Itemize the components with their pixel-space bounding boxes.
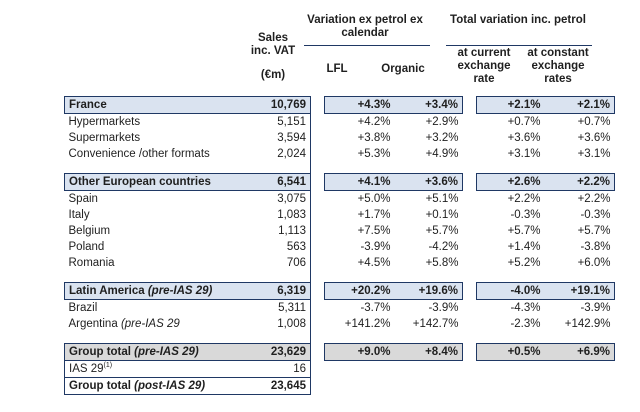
row-lfl: +4.3% bbox=[324, 96, 395, 114]
header-current-rate: at current exchange rate bbox=[457, 47, 511, 85]
row-sales: 16 bbox=[240, 360, 311, 378]
row-constant: +2.2% bbox=[544, 173, 615, 191]
row-constant: +6.9% bbox=[544, 343, 615, 361]
row-constant: +19.1% bbox=[544, 282, 615, 300]
row-label: Group total (pre-IAS 29) bbox=[64, 343, 241, 361]
header-sales: Sales inc. VAT (€m) bbox=[250, 32, 296, 81]
table-row: Belgium 1,113 +7.5% +5.7% +5.7% +5.7% bbox=[68, 223, 611, 239]
row-sales: 23,629 bbox=[240, 343, 311, 361]
row-organic: +19.6% bbox=[394, 282, 463, 300]
sales-table: France 10,769 +4.3% +3.4% +2.1% +2.1% Hy… bbox=[64, 96, 615, 395]
table-row-france: France 10,769 +4.3% +3.4% +2.1% +2.1% bbox=[64, 96, 615, 114]
table-row-other-europe: Other European countries 6,541 +4.1% +3.… bbox=[64, 173, 615, 191]
table-row: Romania 706 +4.5% +5.8% +5.2% +6.0% bbox=[68, 255, 611, 271]
row-organic: +3.4% bbox=[394, 96, 463, 114]
table-row-group-total: Group total (pre-IAS 29) 23,629 +9.0% +8… bbox=[64, 343, 615, 361]
table-row: Spain 3,075 +5.0% +5.1% +2.2% +2.2% bbox=[65, 190, 615, 207]
table-row: Convenience /other formats 2,024 +5.3% +… bbox=[68, 146, 611, 162]
row-current: -4.0% bbox=[476, 282, 545, 300]
header-organic: Organic bbox=[381, 63, 425, 75]
row-organic: +8.4% bbox=[394, 343, 463, 361]
table-row-ias29: IAS 29(1) 16 bbox=[64, 360, 615, 378]
table-row-group-total-post: Group total (post-IAS 29) 23,645 bbox=[64, 377, 615, 395]
row-current: +2.1% bbox=[476, 96, 545, 114]
row-sales: 10,769 bbox=[240, 96, 311, 114]
table-row: Brazil 5,311 -3.7% -3.9% -4.3% -3.9% bbox=[65, 299, 615, 316]
header-ex-petrol: Variation ex petrol ex calendar bbox=[307, 14, 423, 39]
row-current: +2.6% bbox=[476, 173, 545, 191]
row-lfl: +20.2% bbox=[324, 282, 395, 300]
row-lfl: +9.0% bbox=[324, 343, 395, 361]
row-label: IAS 29(1) bbox=[64, 360, 241, 378]
row-label: Other European countries bbox=[64, 173, 241, 191]
table-row: Supermarkets 3,594 +3.8% +3.2% +3.6% +3.… bbox=[68, 130, 611, 146]
row-label: Latin America (pre-IAS 29) bbox=[64, 282, 241, 300]
row-current: +0.5% bbox=[476, 343, 545, 361]
row-lfl: +4.1% bbox=[324, 173, 395, 191]
row-sales: 23,645 bbox=[240, 377, 311, 395]
header-total-variation: Total variation inc. petrol bbox=[450, 14, 586, 26]
table-row-latin-america: Latin America (pre-IAS 29) 6,319 +20.2% … bbox=[64, 282, 615, 300]
header-constant-rates: at constant exchange rates bbox=[527, 47, 589, 85]
table-row: Hypermarkets 5,151 +4.2% +2.9% +0.7% +0.… bbox=[65, 113, 615, 130]
row-label: Group total (post-IAS 29) bbox=[64, 377, 241, 395]
header-ex-petrol-rule bbox=[304, 45, 430, 46]
table-row: Poland 563 -3.9% -4.2% +1.4% -3.8% bbox=[68, 239, 611, 255]
header-lfl: LFL bbox=[326, 63, 348, 75]
row-label: France bbox=[64, 96, 241, 114]
table-row: Italy 1,083 +1.7% +0.1% -0.3% -0.3% bbox=[68, 207, 611, 223]
row-sales: 6,319 bbox=[240, 282, 311, 300]
table-row: Argentina (pre-IAS 29 1,008 +141.2% +142… bbox=[68, 316, 611, 332]
row-sales: 6,541 bbox=[240, 173, 311, 191]
row-organic: +3.6% bbox=[394, 173, 463, 191]
header-total-variation-rule bbox=[446, 45, 592, 46]
row-constant: +2.1% bbox=[544, 96, 615, 114]
